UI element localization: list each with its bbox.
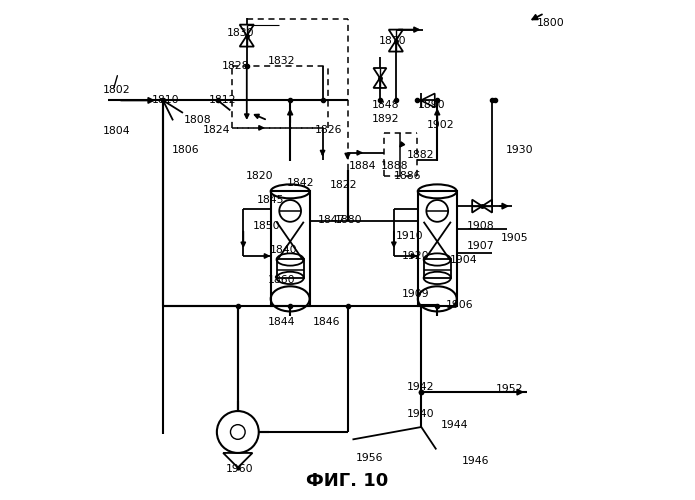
Text: 1908: 1908 xyxy=(467,221,495,231)
Text: 1906: 1906 xyxy=(446,300,474,310)
Text: 1909: 1909 xyxy=(401,289,429,299)
Text: ФИГ. 10: ФИГ. 10 xyxy=(306,472,389,490)
Bar xyxy=(424,260,451,278)
Text: 1828: 1828 xyxy=(222,60,250,70)
Text: 1882: 1882 xyxy=(407,150,434,160)
Text: 1860: 1860 xyxy=(268,275,295,285)
Text: 1802: 1802 xyxy=(103,86,131,96)
Text: 1880: 1880 xyxy=(335,215,363,225)
Bar xyxy=(418,192,457,306)
Text: 1904: 1904 xyxy=(450,255,477,265)
Text: 1960: 1960 xyxy=(226,464,254,474)
Text: 1890: 1890 xyxy=(417,100,445,110)
Text: 1810: 1810 xyxy=(152,96,180,106)
Text: 1806: 1806 xyxy=(172,146,199,156)
Text: 1892: 1892 xyxy=(371,114,399,124)
Text: 1902: 1902 xyxy=(427,120,455,130)
Text: 1800: 1800 xyxy=(537,18,565,28)
Text: 1845: 1845 xyxy=(256,195,284,205)
Text: 1824: 1824 xyxy=(203,126,231,136)
Text: 1822: 1822 xyxy=(330,180,357,190)
Text: 1930: 1930 xyxy=(506,146,534,156)
Text: 1826: 1826 xyxy=(315,126,343,136)
Text: 1907: 1907 xyxy=(467,241,495,251)
Text: 1840: 1840 xyxy=(270,245,298,255)
Text: 1905: 1905 xyxy=(501,233,529,243)
Text: 1847: 1847 xyxy=(318,215,345,225)
Text: 1804: 1804 xyxy=(103,126,131,136)
Text: 1848: 1848 xyxy=(371,100,399,110)
Text: 1850: 1850 xyxy=(253,221,280,231)
Bar xyxy=(271,192,309,306)
Text: 1830: 1830 xyxy=(227,28,254,38)
Text: 1888: 1888 xyxy=(381,161,409,171)
Text: 1942: 1942 xyxy=(407,382,434,392)
Text: 1812: 1812 xyxy=(209,96,236,106)
Text: 1940: 1940 xyxy=(407,408,434,418)
Text: 1956: 1956 xyxy=(355,454,383,464)
Text: 1884: 1884 xyxy=(348,161,376,171)
Text: 1832: 1832 xyxy=(268,56,295,66)
Text: 1920: 1920 xyxy=(401,251,429,261)
Text: 1844: 1844 xyxy=(268,318,295,328)
Text: 1946: 1946 xyxy=(462,456,490,466)
Bar xyxy=(277,260,304,278)
Text: 1910: 1910 xyxy=(395,231,423,241)
Text: 1846: 1846 xyxy=(313,318,340,328)
Text: 1944: 1944 xyxy=(441,420,468,430)
Text: 1952: 1952 xyxy=(496,384,523,394)
Text: 1842: 1842 xyxy=(286,178,314,188)
Text: 1886: 1886 xyxy=(393,171,421,181)
Text: 1870: 1870 xyxy=(379,36,407,46)
Text: 1820: 1820 xyxy=(245,171,273,181)
Text: 1808: 1808 xyxy=(184,116,211,126)
